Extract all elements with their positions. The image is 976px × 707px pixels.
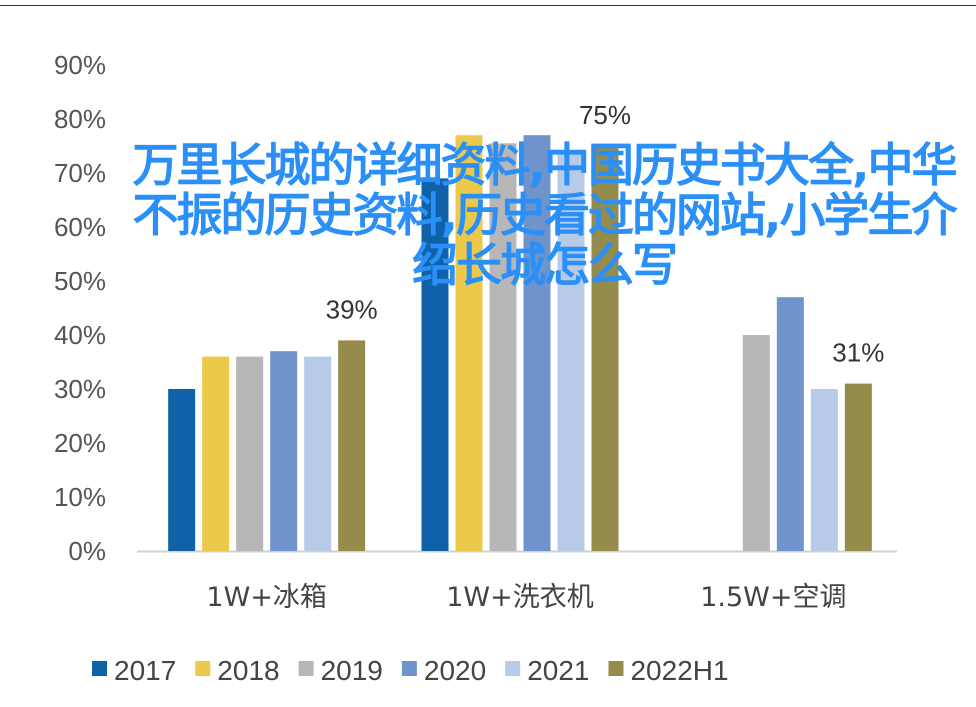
x-tick-label: 1W+洗衣机 bbox=[446, 582, 594, 613]
bar-2021-0 bbox=[304, 356, 332, 551]
legend-label-2021: 2021 bbox=[527, 655, 589, 686]
y-tick-label: 30% bbox=[54, 374, 106, 404]
y-tick-label: 60% bbox=[54, 212, 106, 242]
legend-swatch-2019 bbox=[298, 661, 314, 676]
x-tick-label: 1W+冰箱 bbox=[206, 582, 327, 613]
legend-label-2019: 2019 bbox=[321, 655, 383, 686]
legend-swatch-2021 bbox=[505, 661, 521, 676]
y-tick-label: 10% bbox=[54, 482, 106, 512]
y-tick-label: 0% bbox=[68, 536, 106, 566]
bar-2022H1-2 bbox=[844, 383, 872, 551]
bar-2020-2 bbox=[776, 297, 804, 551]
data-label: 75% bbox=[579, 100, 631, 130]
bar-2019-1 bbox=[489, 143, 517, 552]
bar-2020-1 bbox=[523, 135, 551, 551]
data-label: 39% bbox=[326, 294, 378, 324]
legend-label-2018: 2018 bbox=[217, 655, 279, 686]
bar-2021-2 bbox=[810, 389, 838, 551]
bar-2017-0 bbox=[168, 389, 196, 551]
x-tick-label: 1.5W+空调 bbox=[700, 582, 846, 613]
legend-label-2022H1: 2022H1 bbox=[630, 655, 728, 686]
y-tick-label: 90% bbox=[54, 50, 106, 80]
legend-swatch-2018 bbox=[195, 661, 211, 676]
bar-2017-1 bbox=[421, 178, 449, 551]
legend-swatch-2020 bbox=[401, 661, 417, 676]
bar-2018-1 bbox=[455, 135, 483, 551]
bar-2021-1 bbox=[557, 151, 585, 551]
y-tick-label: 50% bbox=[54, 266, 106, 296]
data-label: 31% bbox=[832, 338, 884, 368]
y-tick-label: 80% bbox=[54, 104, 106, 134]
bar-2019-0 bbox=[236, 356, 264, 551]
top-border bbox=[0, 5, 976, 6]
legend-swatch-2022H1 bbox=[608, 661, 624, 676]
bar-2022H1-1 bbox=[591, 146, 619, 551]
legend-label-2020: 2020 bbox=[424, 655, 486, 686]
legend-label-2017: 2017 bbox=[114, 655, 176, 686]
y-tick-label: 20% bbox=[54, 428, 106, 458]
bar-2020-0 bbox=[270, 351, 298, 551]
bar-2019-2 bbox=[742, 335, 770, 551]
y-tick-label: 70% bbox=[54, 158, 106, 188]
bar-2022H1-0 bbox=[338, 340, 366, 551]
legend-swatch-2017 bbox=[92, 661, 107, 676]
y-tick-label: 40% bbox=[54, 320, 106, 350]
bar-2018-0 bbox=[202, 356, 230, 551]
overlay-caption: 万里长城的详细资料,中国历史书大全,中华不振的历史资料,历史看过的网站,小学生介… bbox=[132, 138, 958, 292]
